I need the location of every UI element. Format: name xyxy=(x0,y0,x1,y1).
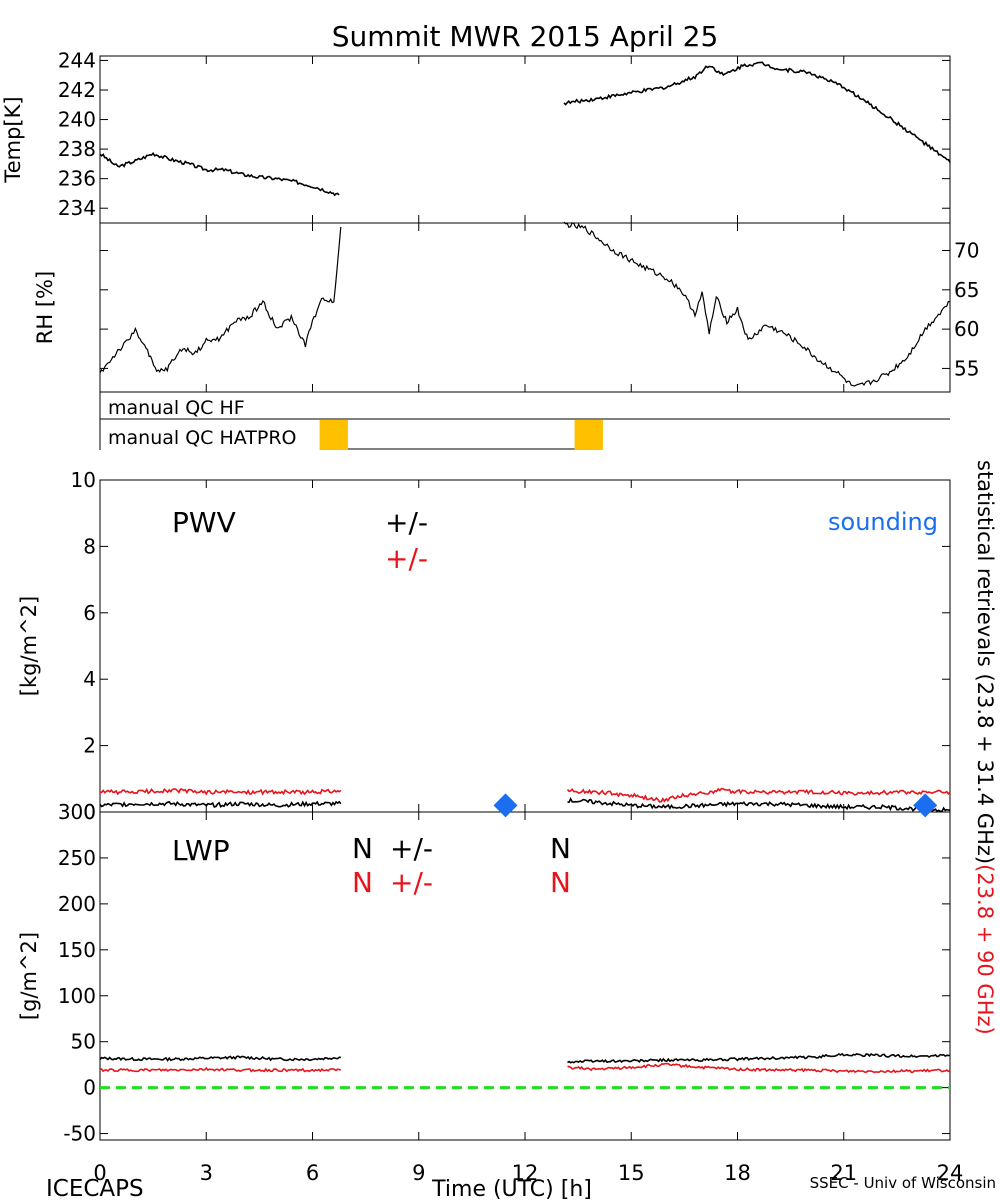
rh-ytick-label: 60 xyxy=(954,317,979,341)
x-tick-label: 3 xyxy=(200,1161,213,1185)
pwv-panel-label: PWV xyxy=(172,506,236,539)
sounding-marker xyxy=(493,793,518,818)
x-tick-label: 24 xyxy=(937,1161,964,1185)
lwp-ytick-label: 300 xyxy=(58,800,96,824)
lwp-ytick-label: 50 xyxy=(71,1030,96,1054)
pwv-series-red-line xyxy=(566,787,951,803)
rh-ytick-label: 55 xyxy=(954,356,979,380)
lwp-panel-label: LWP xyxy=(172,834,230,867)
qc-hf-label: manual QC HF xyxy=(108,397,245,419)
lwp-series-black-line xyxy=(567,1052,951,1064)
lwp-ytick-label: 250 xyxy=(58,846,96,870)
rh-series-black-line xyxy=(99,226,342,374)
x-tick-label: 18 xyxy=(724,1161,751,1185)
x-tick-label: 0 xyxy=(93,1161,106,1185)
temp-ytick-label: 242 xyxy=(58,78,96,102)
lwp-n-black-1: N xyxy=(352,832,373,865)
right-axis-label-black: statistical retrievals (23.8 + 31.4 GHz) xyxy=(973,460,997,864)
lwp-n-red-1: N xyxy=(352,866,373,899)
footer-right: SSEC - Univ of Wisconsin xyxy=(810,1174,996,1192)
pwv-ytick-label: 2 xyxy=(83,734,96,758)
rh-y-axis-label: RH [%] xyxy=(33,271,57,344)
pwv-ytick-label: 0 xyxy=(83,800,96,824)
qc-panel: manual QC HF manual QC HATPRO xyxy=(108,397,297,449)
axes-layer xyxy=(99,55,951,1141)
lwp-series-black-line xyxy=(99,1055,341,1062)
pwv-ytick-label: 10 xyxy=(71,468,96,492)
sounding-marker xyxy=(913,793,938,818)
rh-plot-frame xyxy=(99,222,951,393)
temp-ytick-label: 244 xyxy=(58,48,96,72)
chart-title: Summit MWR 2015 April 25 xyxy=(332,20,719,53)
lwp-series-red-line xyxy=(567,1062,951,1074)
pwv-series-black-line xyxy=(99,800,342,808)
qc-flag-block xyxy=(574,420,603,450)
x-tick-label: 15 xyxy=(618,1161,645,1185)
temp-plot-frame xyxy=(99,55,951,224)
pwv-black-pm: +/- xyxy=(385,506,428,539)
lwp-y-axis-label: [g/m^2] xyxy=(17,932,41,1020)
pwv-ytick-label: 4 xyxy=(83,667,96,691)
temp-ytick-label: 238 xyxy=(58,137,96,161)
pwv-series-red-line xyxy=(100,787,342,796)
lwp-ytick-label: 100 xyxy=(58,984,96,1008)
temp-ytick-label: 236 xyxy=(58,167,96,191)
right-axis-label-red: (23.8 + 90 GHz) xyxy=(973,864,997,1035)
pwv-series-black-line xyxy=(567,796,951,813)
temp-series-black-line xyxy=(563,61,951,163)
temp-ytick-label: 234 xyxy=(58,196,96,220)
temp-ytick-label: 240 xyxy=(58,108,96,132)
right-axis-label: statistical retrievals (23.8 + 31.4 GHz)… xyxy=(973,460,997,1035)
lwp-black-pm: +/- xyxy=(390,832,433,865)
qc-hatpro-label: manual QC HATPRO xyxy=(108,427,297,449)
lwp-ytick-label: -50 xyxy=(63,1122,96,1146)
x-tick-label: 9 xyxy=(412,1161,425,1185)
rh-series-black-line xyxy=(563,221,950,387)
qc-flag-block xyxy=(319,420,348,450)
x-tick-label: 12 xyxy=(512,1161,539,1185)
rh-ytick-label: 70 xyxy=(954,239,979,263)
footer-left: ICECAPS xyxy=(46,1176,144,1200)
temp-series-black-line xyxy=(99,152,340,197)
lwp-red-pm: +/- xyxy=(390,866,433,899)
temp-y-axis-label: Temp[K] xyxy=(1,96,25,183)
lwp-ytick-label: 0 xyxy=(83,1076,96,1100)
lwp-ytick-label: 150 xyxy=(58,938,96,962)
pwv-y-axis-label: [kg/m^2] xyxy=(17,596,41,696)
sounding-label: sounding xyxy=(828,508,938,536)
x-tick-label: 6 xyxy=(306,1161,319,1185)
series-layer xyxy=(99,61,951,1090)
lwp-n-black-2: N xyxy=(550,832,571,865)
pwv-red-pm: +/- xyxy=(385,542,428,575)
lwp-series-red-line xyxy=(99,1066,342,1073)
pwv-ytick-label: 6 xyxy=(83,601,96,625)
x-axis-label: Time (UTC) [h] xyxy=(431,1177,592,1200)
x-tick-label: 21 xyxy=(830,1161,857,1185)
lwp-n-red-2: N xyxy=(550,866,571,899)
pwv-ytick-label: 8 xyxy=(83,534,96,558)
rh-ytick-label: 65 xyxy=(954,278,979,302)
lwp-ytick-label: 200 xyxy=(58,892,96,916)
